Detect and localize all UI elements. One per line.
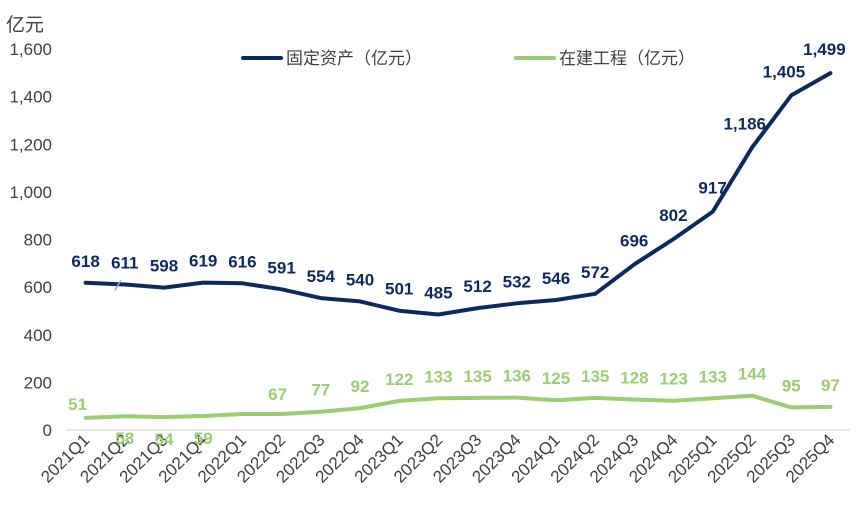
data-label-fixed-assets: 554 bbox=[307, 267, 336, 286]
series-line-fixed-assets bbox=[83, 71, 833, 317]
data-label-fixed-assets: 546 bbox=[542, 269, 570, 288]
data-label-construction-in-progress: 144 bbox=[738, 365, 767, 384]
y-tick-label: 1,200 bbox=[9, 135, 52, 154]
data-label-construction-in-progress: 125 bbox=[542, 369, 570, 388]
data-label-fixed-assets: 696 bbox=[620, 231, 648, 250]
label-leader-line bbox=[114, 280, 122, 291]
legend: 固定资产（亿元） 在建工程（亿元） bbox=[241, 49, 695, 69]
data-label-fixed-assets: 572 bbox=[581, 263, 609, 282]
data-label-fixed-assets: 802 bbox=[659, 206, 687, 225]
data-label-construction-in-progress: 122 bbox=[385, 370, 413, 389]
data-label-construction-in-progress: 58 bbox=[115, 429, 134, 448]
data-label-fixed-assets: 512 bbox=[463, 277, 491, 296]
y-tick-label: 1,600 bbox=[9, 40, 52, 59]
data-label-construction-in-progress: 97 bbox=[821, 376, 840, 395]
y-axis: 0 200 400 600 800 1,000 1,200 1,400 1,600 bbox=[9, 40, 52, 440]
y-tick-label: 800 bbox=[24, 231, 52, 250]
data-label-fixed-assets: 611 bbox=[111, 254, 138, 273]
data-label-fixed-assets: 619 bbox=[189, 252, 217, 271]
data-label-construction-in-progress: 128 bbox=[620, 369, 648, 388]
data-label-construction-in-progress: 51 bbox=[68, 395, 87, 414]
data-label-fixed-assets: 618 bbox=[71, 252, 99, 271]
data-label-construction-in-progress: 123 bbox=[659, 370, 687, 389]
data-label-fixed-assets: 616 bbox=[228, 252, 256, 271]
data-label-construction-in-progress: 133 bbox=[424, 367, 452, 386]
data-label-fixed-assets: 1,186 bbox=[723, 115, 766, 134]
y-tick-label: 0 bbox=[43, 421, 52, 440]
data-label-fixed-assets: 532 bbox=[503, 272, 531, 291]
y-tick-label: 1,400 bbox=[9, 88, 52, 107]
data-label-fixed-assets: 485 bbox=[424, 284, 452, 303]
data-label-fixed-assets: 501 bbox=[385, 280, 413, 299]
data-label-fixed-assets: 598 bbox=[150, 257, 178, 276]
legend-label-construction: 在建工程（亿元） bbox=[559, 49, 695, 69]
data-label-fixed-assets: 1,405 bbox=[763, 62, 806, 81]
y-tick-label: 1,000 bbox=[9, 183, 52, 202]
data-label-construction-in-progress: 135 bbox=[581, 367, 609, 386]
legend-label-fixed-assets: 固定资产（亿元） bbox=[286, 49, 422, 69]
data-label-construction-in-progress: 92 bbox=[351, 377, 370, 396]
data-label-fixed-assets: 1,499 bbox=[803, 40, 846, 59]
y-tick-label: 400 bbox=[24, 326, 52, 345]
data-label-fixed-assets: 917 bbox=[698, 179, 726, 198]
data-label-construction-in-progress: 135 bbox=[463, 367, 491, 386]
data-label-construction-in-progress: 95 bbox=[782, 376, 801, 395]
series-layer bbox=[83, 71, 833, 420]
data-label-construction-in-progress: 54 bbox=[155, 430, 174, 449]
y-tick-label: 600 bbox=[24, 278, 52, 297]
data-label-construction-in-progress: 77 bbox=[311, 381, 330, 400]
data-label-construction-in-progress: 136 bbox=[503, 367, 531, 386]
data-label-construction-in-progress: 67 bbox=[268, 385, 287, 404]
data-label-fixed-assets: 540 bbox=[346, 270, 374, 289]
data-label-construction-in-progress: 59 bbox=[194, 429, 213, 448]
data-label-construction-in-progress: 133 bbox=[699, 367, 727, 386]
data-label-fixed-assets: 591 bbox=[267, 258, 295, 277]
y-tick-label: 200 bbox=[24, 373, 52, 392]
series-line-construction-in-progress bbox=[83, 393, 833, 420]
y-axis-unit-label: 亿元 bbox=[6, 14, 44, 36]
data-labels: 618 611 598 619 616 591 554 540 501 485 512 532 546 5… bbox=[68, 40, 846, 449]
